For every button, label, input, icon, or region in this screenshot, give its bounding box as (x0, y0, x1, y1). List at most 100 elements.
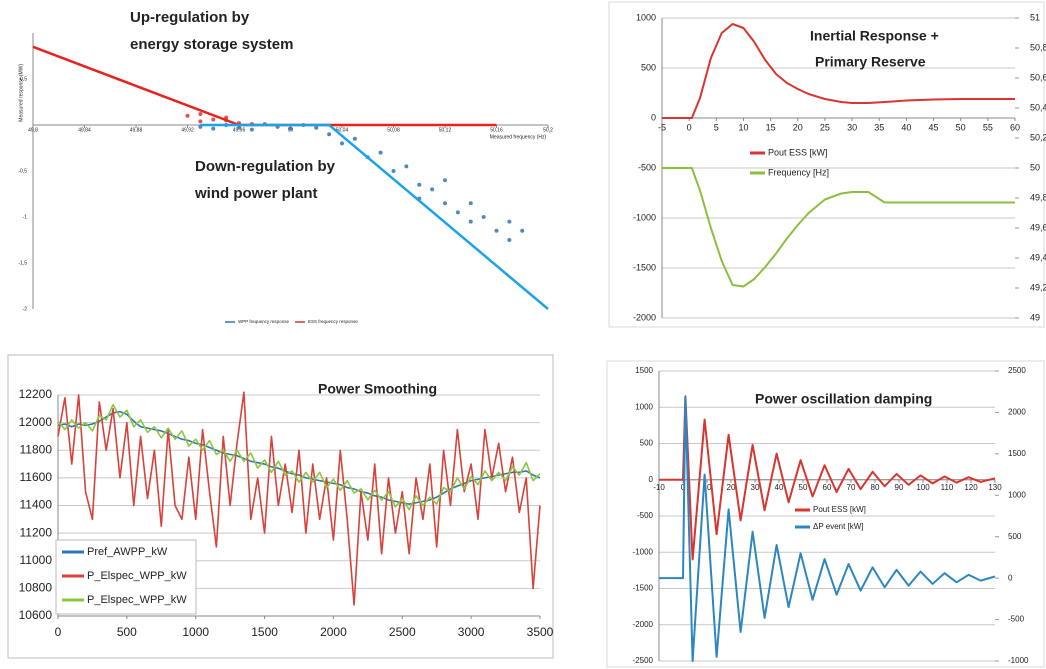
annotation: Up-regulation by (130, 9, 250, 26)
panel-frame (608, 1, 1045, 328)
scatter-point (430, 187, 435, 192)
annotation: energy storage system (130, 36, 293, 53)
chart-title: Power oscillation damping (755, 391, 932, 407)
annotation: wind power plant (194, 185, 318, 202)
x-tick-label: 40 (901, 122, 911, 132)
x-tick-label: 50,12 (439, 127, 452, 133)
x-tick-label: 49,92 (181, 127, 194, 133)
x-tick-label: 100 (916, 483, 930, 492)
scatter-point (481, 215, 486, 219)
y2-tick-label: 50,6 (1030, 72, 1046, 82)
annotation: Down-regulation by (195, 158, 336, 175)
series-line (662, 167, 1015, 288)
series-line (200, 123, 549, 310)
chart-title: Inertial Response + (810, 28, 939, 44)
scatter-point (211, 126, 216, 131)
x-tick-label: 80 (871, 483, 880, 492)
panel-frame (7, 354, 554, 659)
legend-label: ESS frequency response (308, 319, 358, 324)
y2-tick-label: 49,8 (1030, 192, 1046, 202)
y-tick-label: 11800 (20, 442, 53, 456)
series-line (662, 23, 1015, 119)
scatter-point (404, 164, 409, 169)
y-tick-label: 10800 (19, 581, 53, 595)
x-tick-label: 50 (799, 483, 808, 492)
y-tick-label: -1 (23, 214, 28, 220)
y-tick-label: 1000 (636, 12, 656, 22)
series-line (32, 45, 497, 127)
x-tick-label: 25 (820, 122, 830, 132)
scatter-point (352, 136, 357, 141)
x-tick-label: 2000 (320, 625, 347, 639)
x-tick-label: 45 (929, 122, 939, 132)
y-tick-label: 0 (651, 112, 656, 122)
y2-tick-label: 50,8 (1030, 42, 1046, 52)
x-tick-label: 10 (703, 483, 712, 492)
series-line (659, 396, 996, 662)
x-tick-label: 15 (766, 122, 776, 132)
scatter-point (443, 201, 447, 206)
y2-tick-label: 49,2 (1030, 282, 1046, 292)
x-tick-label: 5 (714, 122, 719, 132)
y-tick-label: -1000 (633, 547, 654, 556)
y-tick-label: 11200 (20, 525, 53, 539)
scatter-point (185, 113, 190, 118)
y2-tick-label: 2000 (1008, 408, 1026, 417)
y-tick-label: -0,5 (18, 168, 27, 174)
y2-tick-label: 50 (1030, 162, 1040, 172)
y-tick-label: 11400 (20, 498, 53, 512)
x-tick-label: 1000 (182, 625, 209, 639)
x-tick-label: 10 (738, 122, 748, 132)
x-tick-label: 2500 (389, 625, 416, 639)
scatter-point (249, 127, 254, 132)
x-tick-label: 50,08 (387, 127, 400, 133)
y-tick-label: -1500 (633, 584, 654, 593)
scatter-point (237, 125, 241, 130)
x-tick-label: -10 (653, 483, 665, 492)
series-line (57, 403, 541, 511)
y2-tick-label: 0 (1008, 573, 1013, 582)
y-tick-label: 12200 (19, 387, 53, 401)
y2-tick-label: 49,6 (1030, 222, 1046, 232)
scatter-point (520, 228, 525, 233)
scatter-point (211, 117, 216, 122)
x-tick-label: 70 (847, 483, 856, 492)
x-tick-label: 30 (751, 483, 760, 492)
scatter-point (455, 210, 460, 215)
y2-tick-label: -1000 (1008, 656, 1029, 665)
x-tick-label: 1500 (251, 625, 278, 639)
legend-label: P_Elspec_WPP_kW (87, 594, 187, 606)
x-axis-title: Measured frequency (Hz) (490, 134, 547, 140)
legend-label: WPP frequency response (238, 319, 289, 324)
series-line (659, 395, 996, 561)
y2-tick-label: 51 (1030, 12, 1040, 22)
legend-label: ΔP event [kW] (813, 522, 864, 531)
y-tick-label: -1,5 (18, 260, 27, 266)
y-tick-label: -2500 (633, 656, 654, 665)
scatter-point (340, 141, 344, 146)
series-line (57, 410, 541, 505)
legend-label: Pref_AWPP_kW (87, 546, 168, 558)
scatter-point (417, 182, 422, 187)
y2-tick-label: 50,4 (1030, 102, 1046, 112)
x-tick-label: 50 (956, 122, 966, 132)
y-tick-label: 12000 (19, 415, 53, 429)
y2-tick-label: 49,4 (1030, 252, 1046, 262)
legend-label: Frequency [Hz] (768, 167, 829, 177)
x-tick-label: 20 (793, 122, 803, 132)
y-tick-label: -2 (23, 306, 28, 312)
y2-tick-label: -500 (1008, 615, 1025, 624)
y-tick-label: 0,5 (20, 76, 27, 82)
scatter-point (314, 125, 319, 130)
series-line (57, 391, 541, 606)
y2-tick-label: 2500 (1008, 366, 1026, 375)
y-tick-label: -500 (637, 511, 654, 520)
scatter-point (198, 111, 203, 116)
x-tick-label: 60 (1010, 122, 1020, 132)
scatter-point (391, 169, 396, 173)
y-tick-label: 500 (641, 62, 656, 72)
x-tick-label: 500 (117, 625, 137, 639)
x-tick-label: 50,16 (490, 127, 503, 133)
scatter-point (378, 150, 383, 155)
x-tick-label: 90 (895, 483, 904, 492)
